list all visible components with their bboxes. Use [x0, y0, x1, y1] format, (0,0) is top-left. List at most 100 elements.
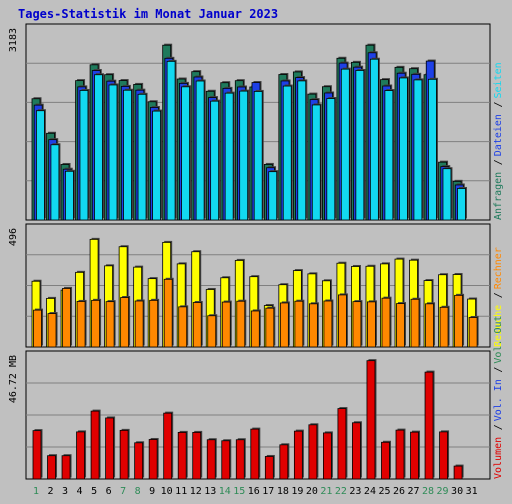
x-tick-label-day-12: 12 — [190, 486, 202, 497]
bar-seiten-day-30 — [457, 188, 466, 221]
bar-rechner-day-8 — [134, 300, 144, 348]
bar-volumen-day-29 — [439, 431, 448, 480]
legend-rechner: Rechner — [493, 247, 504, 289]
bar-rechner-day-20 — [308, 303, 318, 348]
bar-volumen-day-14 — [221, 440, 231, 480]
y-axis-max-label: 46.72 MB — [8, 355, 19, 403]
x-tick-label-day-3: 3 — [62, 486, 68, 497]
bar-volumen-day-9 — [148, 439, 158, 480]
bar-volumen-day-7 — [119, 429, 129, 480]
bar-volumen-day-25 — [381, 441, 390, 480]
bar-rechner-day-30 — [454, 294, 463, 348]
bar-rechner-day-6 — [105, 301, 115, 348]
x-tick-label-day-20: 20 — [306, 486, 318, 497]
x-tick-label-day-16: 16 — [248, 486, 260, 497]
x-tick-label-day-17: 17 — [262, 486, 274, 497]
bar-seiten-day-27 — [413, 79, 423, 221]
x-tick-label-day-25: 25 — [378, 486, 390, 497]
bar-seiten-day-7 — [123, 89, 132, 221]
bar-seiten-day-3 — [65, 170, 74, 221]
bar-volumen-day-4 — [76, 431, 85, 480]
bar-seiten-day-8 — [137, 93, 147, 221]
x-tick-label-day-10: 10 — [161, 486, 173, 497]
bar-volumen-day-18 — [279, 444, 289, 480]
bar-seiten-day-5 — [94, 74, 103, 221]
bar-volumen-day-11 — [177, 431, 187, 480]
bar-rechner-day-7 — [120, 297, 130, 348]
bar-volumen-day-17 — [264, 456, 274, 480]
legend-besuche: Besuche — [493, 305, 504, 347]
x-tick-label-day-15: 15 — [233, 486, 245, 497]
bar-seiten-day-22 — [340, 68, 350, 221]
bar-seiten-day-4 — [79, 90, 89, 221]
bar-volumen-day-20 — [308, 424, 318, 480]
bar-volumen-day-8 — [134, 442, 144, 480]
bar-volumen-day-12 — [192, 431, 202, 480]
bar-rechner-day-2 — [47, 313, 57, 348]
bar-volumen-day-24 — [366, 360, 376, 480]
x-tick-label-day-19: 19 — [291, 486, 303, 497]
bar-rechner-day-4 — [76, 301, 86, 348]
bar-volumen-day-3 — [61, 455, 71, 480]
bar-seiten-day-24 — [369, 58, 379, 221]
bar-seiten-day-20 — [311, 104, 321, 221]
bar-rechner-day-29 — [439, 306, 449, 348]
bar-volumen-day-23 — [352, 422, 361, 480]
bar-seiten-day-15 — [239, 90, 249, 221]
bar-rechner-day-16 — [250, 310, 260, 348]
bar-seiten-day-6 — [108, 84, 118, 221]
bar-seiten-day-13 — [210, 100, 220, 221]
legend-separator: / — [493, 101, 504, 107]
bar-seiten-day-21 — [326, 98, 336, 221]
bar-rechner-day-5 — [91, 299, 100, 348]
x-tick-label-day-21: 21 — [320, 486, 332, 497]
bar-seiten-day-2 — [50, 144, 60, 221]
legend-vol-out: Vol. Out — [493, 315, 504, 363]
x-tick-label-day-5: 5 — [91, 486, 97, 497]
x-tick-label-day-6: 6 — [106, 486, 112, 497]
bar-volumen-day-22 — [337, 408, 347, 480]
bar-rechner-day-10 — [163, 278, 173, 348]
bar-volumen-day-16 — [250, 428, 260, 480]
bar-volumen-day-28 — [424, 371, 434, 480]
bar-volumen-day-19 — [293, 430, 303, 480]
bar-volumen-day-30 — [453, 465, 463, 480]
x-tick-label-day-23: 23 — [349, 486, 361, 497]
x-tick-label-day-11: 11 — [175, 486, 187, 497]
bar-seiten-day-25 — [384, 90, 394, 221]
bar-rechner-day-18 — [279, 302, 289, 348]
bar-rechner-day-23 — [352, 301, 362, 348]
x-tick-label-day-14: 14 — [219, 486, 231, 497]
bar-rechner-day-12 — [192, 302, 202, 348]
legend-seiten: Seiten — [493, 62, 504, 98]
legend-separator: / — [493, 424, 504, 430]
bar-volumen-day-2 — [47, 455, 56, 480]
bar-seiten-day-23 — [355, 70, 365, 221]
bar-seiten-day-29 — [442, 168, 452, 221]
bar-rechner-day-26 — [396, 303, 405, 348]
bar-seiten-day-19 — [297, 80, 307, 221]
legend-anfragen: Anfragen — [493, 172, 504, 220]
bar-volumen-day-15 — [235, 439, 245, 480]
bar-volumen-day-6 — [105, 417, 114, 480]
bar-rechner-day-9 — [149, 299, 159, 348]
x-tick-label-day-27: 27 — [407, 486, 419, 497]
x-tick-label-day-31: 31 — [466, 486, 478, 497]
bar-volumen-day-21 — [322, 432, 332, 480]
x-tick-label-day-29: 29 — [437, 486, 449, 497]
x-tick-label-day-28: 28 — [422, 486, 434, 497]
bar-volumen-day-13 — [206, 439, 216, 480]
bar-seiten-day-18 — [282, 85, 292, 221]
bar-rechner-day-21 — [323, 300, 333, 348]
bar-seiten-day-9 — [152, 110, 161, 221]
bar-seiten-day-26 — [398, 77, 408, 221]
bar-volumen-day-10 — [163, 412, 173, 480]
bar-seiten-day-28 — [428, 78, 437, 221]
bar-rechner-day-19 — [294, 300, 304, 348]
bar-rechner-day-13 — [207, 315, 217, 348]
bar-rechner-day-27 — [410, 298, 420, 348]
x-tick-label-day-2: 2 — [48, 486, 54, 497]
bar-volumen-day-1 — [32, 430, 42, 480]
bar-rechner-day-3 — [62, 288, 71, 348]
